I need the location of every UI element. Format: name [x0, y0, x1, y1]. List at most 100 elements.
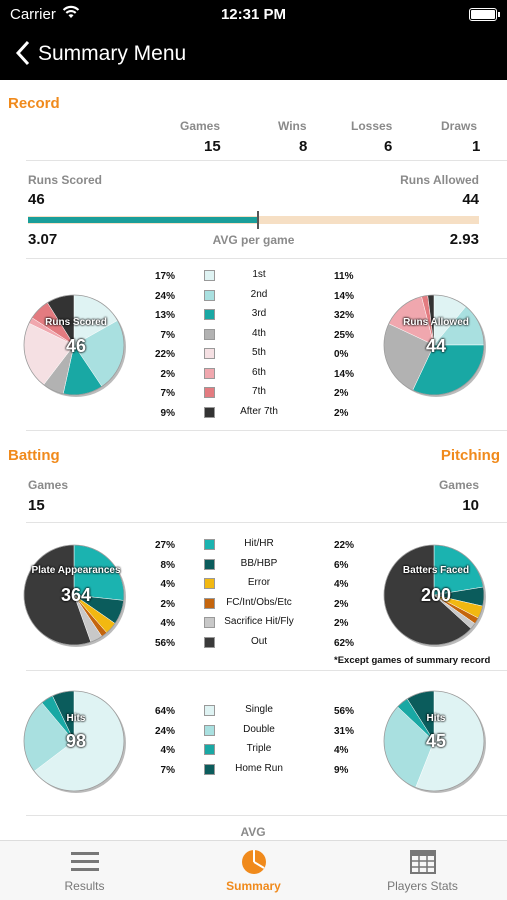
legend-right-percent: 11% — [334, 271, 354, 282]
runs-allowed-label: Runs Allowed — [400, 173, 479, 187]
hits-pitching-pie-label: Hits — [426, 713, 446, 724]
legend-right-percent: 2% — [334, 598, 349, 610]
legend-right-percent: 32% — [334, 310, 355, 321]
tab-results[interactable]: Results — [0, 849, 169, 893]
legend-label: 6th — [252, 366, 266, 378]
runs-allowed-pie-value: 44 — [425, 336, 447, 356]
tab-summary[interactable]: Summary — [169, 849, 338, 893]
legend-label: 1st — [252, 269, 266, 280]
legend-swatch — [204, 348, 215, 359]
divider — [26, 258, 507, 259]
legend-left-percent: 17% — [154, 271, 175, 282]
legend-label: 3rd — [251, 308, 267, 319]
legend-swatch — [204, 705, 215, 716]
runs-comparison-bar — [28, 211, 479, 229]
runs-allowed-value: 44 — [462, 191, 479, 208]
hits-batting-pie-label: Hits — [66, 713, 86, 724]
avg-section-label: AVG — [240, 825, 266, 839]
legend-label: Sacrifice Hit/Fly — [224, 616, 294, 627]
back-button[interactable]: Summary Menu — [38, 42, 187, 65]
legend-right-percent: 22% — [334, 540, 355, 551]
tab-players-stats[interactable]: Players Stats — [338, 849, 507, 893]
pie-chart-icon — [241, 850, 266, 874]
legend-left-percent: 24% — [154, 290, 175, 302]
legend-right-percent: 2% — [334, 618, 349, 629]
plate-appearances-pie-value: 364 — [60, 585, 92, 605]
legend-swatch — [204, 617, 215, 628]
legend-left-percent: 27% — [154, 540, 175, 551]
legend-swatch — [204, 763, 215, 775]
legend-left-percent: 4% — [160, 745, 175, 756]
runs-allowed-pie-label: Runs Allowed — [403, 317, 469, 328]
legend-label: Hit/HR — [244, 538, 274, 549]
legend-left-percent: 22% — [154, 349, 175, 360]
legend-swatch — [204, 744, 215, 755]
legend-label: FC/Int/Obs/Etc — [226, 596, 292, 608]
legend-right-percent: 25% — [334, 329, 355, 341]
runs-scored-label: Runs Scored — [28, 173, 103, 187]
runs-bar-marker — [257, 211, 259, 229]
hits-pitching-pie-value: 45 — [425, 731, 447, 751]
tab-players-stats-label: Players Stats — [387, 879, 458, 893]
legend-label: 4th — [252, 327, 266, 339]
legend-right-percent: 56% — [334, 706, 355, 717]
legend-swatch — [204, 578, 215, 589]
legend-label: Error — [247, 577, 271, 588]
legend-swatch — [204, 597, 215, 609]
nav-bar: Summary Menu — [0, 30, 507, 80]
legend-right-percent: 62% — [334, 637, 355, 649]
batting-games-value: 15 — [28, 497, 45, 514]
summary-content[interactable]: Record Games Wins Losses Draws 15 8 6 1 … — [0, 80, 507, 840]
legend-right-percent: 6% — [334, 559, 349, 571]
legend-right-percent: 4% — [334, 745, 349, 756]
legend-swatch — [204, 636, 215, 648]
legend-right-percent: 2% — [334, 388, 349, 399]
legend-left-percent: 8% — [160, 559, 175, 571]
games-value: 15 — [204, 138, 221, 155]
losses-header: Losses — [351, 119, 393, 133]
divider — [26, 430, 507, 431]
draws-header: Draws — [441, 119, 478, 133]
legend-label: Triple — [246, 743, 272, 754]
divider — [26, 522, 507, 523]
games-header: Games — [180, 119, 221, 133]
tab-summary-label: Summary — [226, 879, 281, 893]
plate-appearances-pie-label: Plate Appearances — [31, 565, 121, 576]
legend-label: Single — [245, 704, 273, 715]
tab-bar: Results Summary Players Stats — [0, 840, 507, 900]
back-chevron-icon[interactable] — [14, 38, 32, 74]
legend-label: BB/HBP — [240, 557, 278, 569]
legend-left-percent: 24% — [154, 725, 175, 737]
hits-batting-pie — [23, 690, 126, 793]
losses-value: 6 — [384, 138, 393, 155]
pie-rim — [23, 544, 125, 646]
legend-right-percent: 9% — [334, 764, 349, 776]
record-section-title: Record — [8, 95, 60, 112]
legend-swatch — [204, 558, 215, 570]
legend-label: Out — [250, 635, 268, 647]
runs-scored-pie-label: Runs Scored — [45, 317, 107, 328]
grid-icon — [409, 850, 436, 874]
legend-left-percent: 4% — [160, 618, 175, 629]
batters-faced-pie — [383, 544, 486, 647]
legend-right-percent: 14% — [334, 368, 355, 380]
divider — [26, 815, 507, 816]
hits-pitching-pie — [383, 690, 486, 793]
batters-faced-pie-label: Batters Faced — [402, 565, 470, 576]
pitching-section-title: Pitching — [440, 447, 500, 464]
legend-label: 2nd — [250, 288, 268, 300]
carrier-label: Carrier — [10, 6, 56, 23]
legend-label: Home Run — [235, 762, 283, 774]
legend-left-percent: 64% — [154, 706, 175, 717]
divider — [26, 670, 507, 671]
pitching-games-label: Games — [438, 478, 479, 492]
wins-header: Wins — [278, 119, 307, 133]
batting-games-label: Games — [28, 478, 69, 492]
legend-right-percent: 4% — [334, 579, 349, 590]
legend-right-percent: 2% — [334, 407, 349, 419]
draws-value: 1 — [472, 138, 481, 155]
runs-scored-value: 46 — [28, 191, 45, 208]
summary-note: *Except games of summary record — [334, 655, 491, 666]
legend-label: 7th — [252, 386, 266, 397]
legend-left-percent: 7% — [160, 388, 175, 399]
